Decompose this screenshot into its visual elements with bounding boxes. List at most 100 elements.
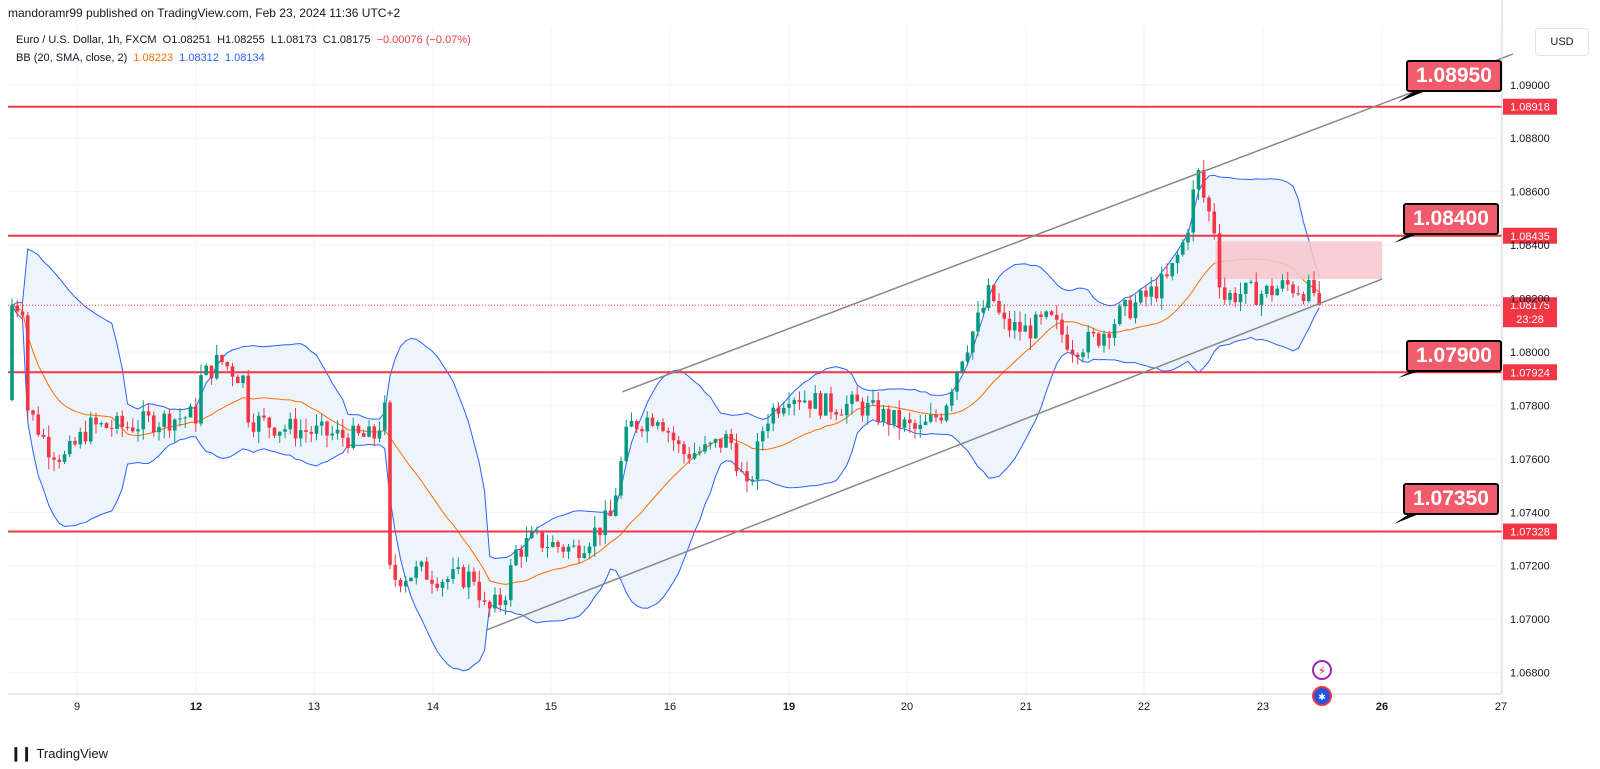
candle-body (1175, 254, 1180, 264)
candle-body (409, 577, 413, 582)
candle-body (766, 423, 770, 432)
candle-body (1264, 285, 1269, 294)
bb-label[interactable]: BB (20, SMA, close, 2) (16, 52, 128, 64)
candle-body (241, 375, 245, 384)
candle-body (1306, 280, 1311, 302)
candle-body (834, 411, 839, 415)
candle-body (550, 542, 555, 547)
candle-body (1117, 306, 1122, 325)
candle-body (330, 433, 335, 436)
candle-body (487, 601, 492, 609)
candle-body (713, 439, 718, 443)
y-tick-label: 1.08400 (1510, 240, 1550, 252)
last-price-tag (1503, 297, 1557, 328)
candle-body (850, 394, 854, 404)
tradingview-logo[interactable]: ❙❙ TradingView (10, 745, 108, 762)
bb-basis-value: 1.08223 (133, 52, 174, 64)
callout-label: 1.07900 (1406, 340, 1502, 372)
candle-body (382, 402, 387, 431)
candle-body (1102, 333, 1106, 346)
candle-body (755, 441, 760, 480)
candle-body (1007, 318, 1012, 331)
candle-body (1238, 293, 1243, 303)
candle-body (682, 444, 686, 455)
candle-body (178, 418, 182, 420)
candle-body (1138, 290, 1143, 303)
candle-body (1044, 311, 1049, 317)
symbol-name[interactable]: Euro / U.S. Dollar, 1h, FXCM (16, 34, 157, 46)
economic-event-icon (1312, 686, 1332, 706)
candle-body (451, 569, 455, 580)
candle-body (829, 393, 833, 412)
candle-body (1065, 334, 1070, 350)
ohlc-open: O1.08251 (162, 34, 211, 46)
candle-body (608, 510, 613, 516)
candle-body (561, 546, 566, 552)
candle-body (1091, 331, 1096, 334)
candle-body (1180, 242, 1185, 255)
candle-body (31, 410, 35, 415)
candle-body (1086, 331, 1091, 353)
bb-fill (12, 175, 1320, 671)
candle-body (907, 419, 912, 424)
candle-body (25, 315, 30, 411)
candle-body (167, 413, 172, 431)
candle-body (41, 434, 46, 437)
resistance-zone (1215, 241, 1382, 280)
candle-body (582, 553, 587, 558)
candle-body (99, 423, 104, 425)
x-tick-label: 9 (74, 701, 80, 713)
callout-label: 1.07350 (1403, 483, 1499, 515)
candle-body (214, 354, 219, 379)
candle-body (204, 365, 209, 376)
candle-body (46, 436, 51, 458)
candle-body (734, 443, 739, 472)
candle-body (57, 459, 62, 462)
candle-body (718, 439, 723, 448)
candle-body (687, 454, 692, 459)
candle-body (524, 538, 529, 557)
candle-body (1201, 169, 1206, 198)
candle-body (125, 426, 130, 428)
candle-body (67, 440, 72, 455)
candle-body (1028, 325, 1033, 339)
candle-body (613, 495, 618, 516)
y-tick-label: 1.07800 (1510, 400, 1550, 412)
candle-body (844, 403, 849, 416)
candle-body (356, 425, 361, 434)
candle-body (839, 414, 844, 416)
ohlc-high: H1.08255 (217, 34, 265, 46)
candle-countdown: 23:28 (1516, 314, 1544, 326)
candle-body (934, 414, 938, 418)
candle-body (960, 361, 965, 372)
tradingview-logo-icon: ❙❙ (10, 745, 32, 761)
candle-body (251, 422, 256, 432)
candle-body (781, 407, 786, 414)
candle-body (939, 417, 944, 421)
x-tick-label: 14 (427, 701, 439, 713)
x-tick-label: 15 (545, 701, 557, 713)
currency-button[interactable]: USD (1535, 28, 1589, 56)
candle-body (666, 431, 671, 433)
candle-body (94, 417, 98, 425)
candle-body (776, 407, 781, 414)
candle-body (571, 545, 576, 547)
candle-body (997, 301, 1001, 313)
candle-body (808, 400, 812, 409)
candle-body (256, 415, 261, 432)
candle-body (430, 579, 434, 584)
candle-body (1212, 211, 1217, 234)
candle-body (477, 581, 482, 601)
candle-body (745, 471, 749, 482)
candle-body (52, 457, 56, 460)
candle-body (514, 549, 518, 566)
candle-body (724, 434, 728, 448)
candle-body (897, 410, 902, 428)
candle-body (388, 402, 392, 565)
candle-body (598, 527, 602, 536)
y-tick-label: 1.08800 (1510, 133, 1550, 145)
candle-body (482, 600, 487, 602)
candle-body (566, 546, 571, 552)
x-tick-label: 22 (1138, 701, 1150, 713)
